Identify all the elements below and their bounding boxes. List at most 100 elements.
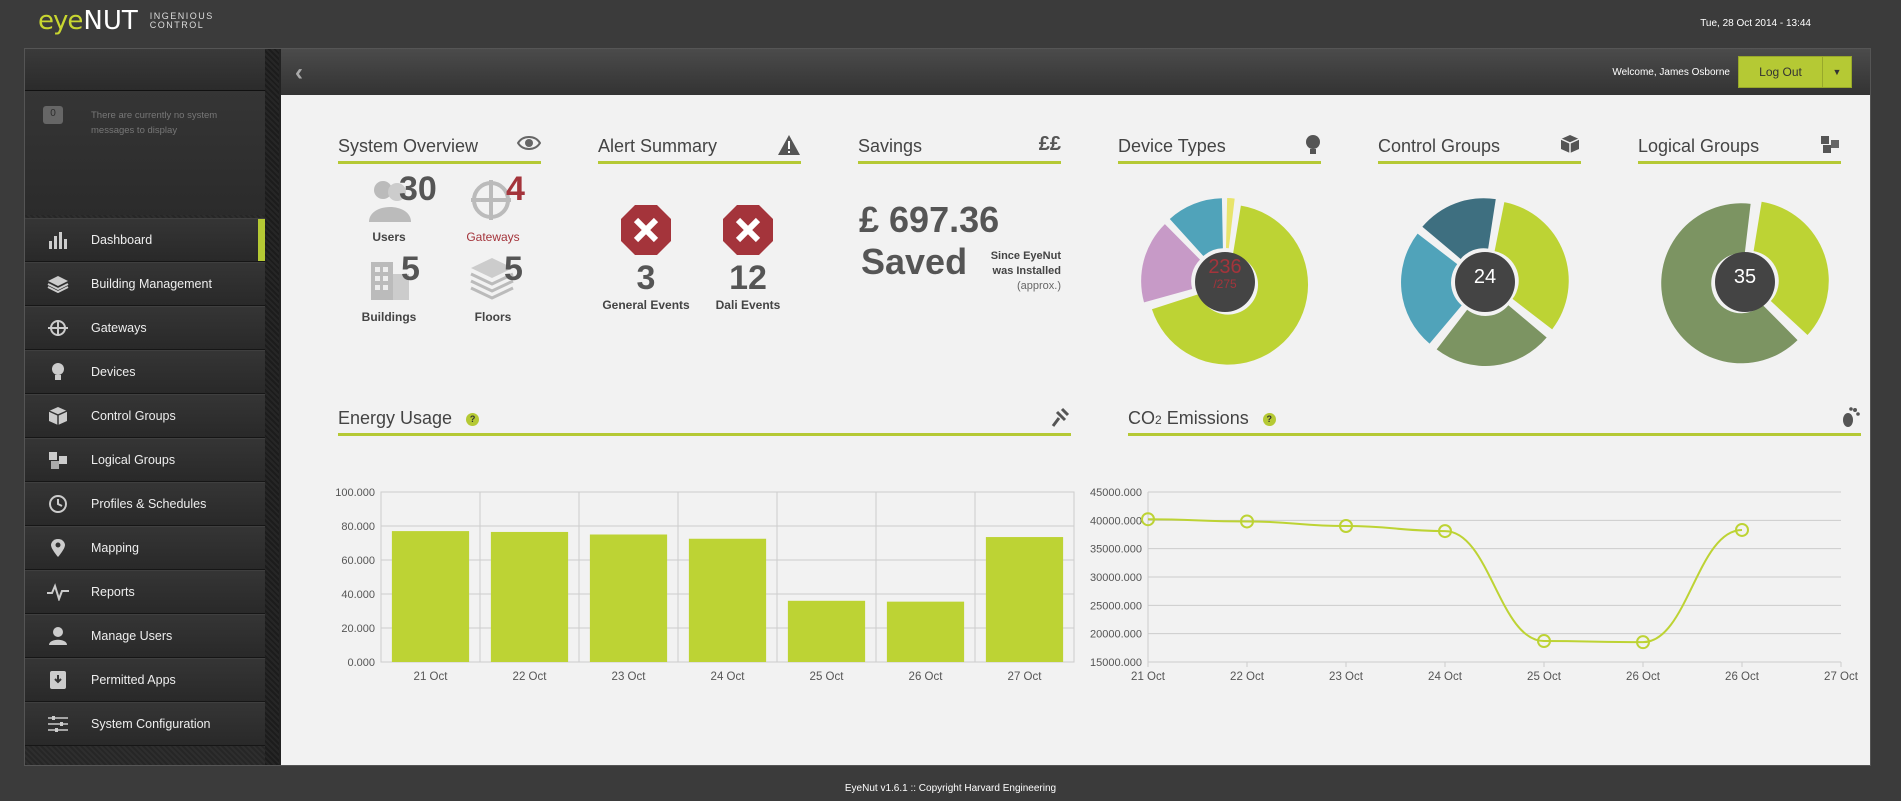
co2-title-rest: Emissions — [1161, 408, 1249, 428]
sidebar-item-gateways[interactable]: Gateways — [25, 306, 265, 350]
control-groups-value: 24 — [1473, 266, 1497, 288]
bar-chart-icon — [25, 231, 91, 249]
energy-usage-chart[interactable]: 0.000 20.000 40.000 60.000 80.000 100.000 21 O… — [321, 464, 1081, 724]
general-events-label[interactable]: General Events — [602, 298, 690, 312]
device-types-title: Device Types — [1118, 136, 1226, 156]
savings-title: Savings — [858, 136, 923, 156]
general-events-error-icon[interactable] — [620, 204, 672, 256]
dali-events-error-icon[interactable] — [722, 204, 774, 256]
y-tick-label: 20000.000 — [1090, 629, 1142, 641]
caret-down-icon[interactable]: ▼ — [1832, 67, 1842, 77]
users-label[interactable]: Users — [372, 230, 406, 244]
sidebar-nav: Dashboard Building Management Gateways D… — [25, 218, 265, 746]
alert-summary-header: Alert Summary — [598, 130, 801, 164]
collapse-sidebar-icon[interactable]: ‹ — [295, 59, 303, 86]
sidebar-item-control-groups[interactable]: Control Groups — [25, 394, 265, 438]
logout-button[interactable]: Log Out ▼ — [1738, 56, 1852, 88]
savings-amount: £ 697.36 — [859, 199, 1000, 240]
bar[interactable] — [886, 601, 965, 662]
savings-since: Since EyeNut was Installed (approx.) — [971, 249, 1061, 294]
x-tick-label: 25 Oct — [810, 671, 845, 683]
x-tick-label: 23 Oct — [612, 671, 647, 683]
buildings-label[interactable]: Buildings — [361, 310, 417, 324]
energy-usage-title: Energy Usage? — [338, 408, 480, 429]
sliders-icon — [25, 714, 91, 734]
logical-groups-donut[interactable] — [1660, 197, 1830, 367]
x-tick-label: 26 Oct — [909, 671, 944, 683]
co2-emissions-header: CO2 Emissions? — [1128, 402, 1861, 436]
dali-events-label[interactable]: Dali Events — [715, 298, 781, 312]
gateway-icon — [471, 180, 511, 220]
y-tick-label: 80.000 — [341, 521, 375, 533]
x-tick-label: 22 Oct — [513, 671, 548, 683]
co2-emissions-chart[interactable]: 15000.000 20000.000 25000.000 30000.000 3500… — [1081, 464, 1861, 724]
data-point[interactable] — [1141, 512, 1155, 527]
y-tick-label: 0.000 — [347, 657, 375, 669]
message-icon[interactable]: 0 — [43, 106, 63, 124]
tagline-line-1: INGENIOUS — [149, 11, 214, 21]
system-overview-title: System Overview — [338, 136, 479, 156]
system-messages: 0 There are currently no system messages… — [25, 91, 265, 215]
energy-title-text: Energy Usage — [338, 408, 453, 428]
data-point[interactable] — [1240, 514, 1254, 529]
users-count: 30 — [399, 170, 437, 208]
plug-icon — [1049, 406, 1071, 433]
sidebar-item-building-management[interactable]: Building Management — [25, 262, 265, 306]
bar[interactable] — [490, 531, 569, 662]
cubes-icon — [25, 406, 91, 426]
sidebar-item-profiles-schedules[interactable]: Profiles & Schedules — [25, 482, 265, 526]
donut-slice[interactable] — [1141, 224, 1201, 303]
sidebar-item-logical-groups[interactable]: Logical Groups — [25, 438, 265, 482]
welcome-text: Welcome, James Osborne — [1612, 67, 1730, 78]
bulb-icon — [25, 362, 91, 382]
clock-icon — [25, 494, 91, 514]
x-tick-label: 25 Oct — [1527, 671, 1562, 683]
sidebar-item-manage-users[interactable]: Manage Users — [25, 614, 265, 658]
data-point[interactable] — [1339, 519, 1353, 533]
sidebar-item-system-configuration[interactable]: System Configuration — [25, 702, 265, 746]
gateway-icon — [25, 318, 91, 338]
bar[interactable] — [787, 600, 866, 662]
data-point[interactable] — [1636, 635, 1650, 650]
sidebar-item-label: Reports — [91, 585, 135, 599]
top-bar: eye NUT INGENIOUS CONTROL Tue, 28 Oct 2014… — [0, 0, 1901, 48]
bar[interactable] — [391, 531, 470, 662]
donut-slice[interactable] — [1436, 305, 1547, 366]
donut-slice[interactable] — [1401, 233, 1462, 344]
control-groups-header: Control Groups — [1378, 130, 1581, 164]
app-icon — [25, 670, 91, 690]
sidebar-item-permitted-apps[interactable]: Permitted Apps — [25, 658, 265, 702]
buildings-icon — [371, 262, 409, 300]
donut-slice[interactable] — [1661, 203, 1798, 364]
energy-help-icon[interactable]: ? — [466, 412, 480, 426]
footer-copyright: EyeNut v1.6.1 :: Copyright Harvard Engin… — [844, 783, 1057, 794]
bar[interactable] — [985, 537, 1064, 662]
donut-slice[interactable] — [1422, 198, 1496, 259]
data-point[interactable] — [1735, 522, 1749, 537]
gateways-label[interactable]: Gateways — [466, 230, 520, 244]
bar[interactable] — [688, 538, 767, 662]
donut-slice[interactable] — [1494, 202, 1569, 330]
x-tick-label: 21 Oct — [414, 671, 449, 683]
control-groups-donut[interactable] — [1400, 197, 1570, 367]
donut-slice[interactable] — [1225, 198, 1235, 249]
data-point[interactable] — [1438, 524, 1452, 539]
y-tick-label: 20.000 — [341, 623, 375, 635]
since-line-2: was Installed — [992, 265, 1061, 277]
x-tick-label: 22 Oct — [1230, 671, 1265, 683]
co2-help-icon[interactable]: ? — [1262, 412, 1276, 426]
data-point[interactable] — [1537, 634, 1551, 649]
sidebar-item-dashboard[interactable]: Dashboard — [25, 218, 265, 262]
floors-label[interactable]: Floors — [474, 310, 512, 324]
sidebar-item-mapping[interactable]: Mapping — [25, 526, 265, 570]
sidebar-item-reports[interactable]: Reports — [25, 570, 265, 614]
donut-slice[interactable] — [1151, 205, 1309, 365]
bar[interactable] — [589, 534, 668, 663]
device-types-donut[interactable] — [1140, 197, 1310, 367]
cubes-icon — [1559, 134, 1581, 159]
donut-slice[interactable] — [1169, 198, 1223, 257]
sidebar-item-devices[interactable]: Devices — [25, 350, 265, 394]
donut-slice[interactable] — [1753, 201, 1829, 336]
eyenut-logo[interactable]: eye NUT INGENIOUS CONTROL — [38, 5, 214, 37]
logical-groups-title: Logical Groups — [1638, 136, 1760, 156]
